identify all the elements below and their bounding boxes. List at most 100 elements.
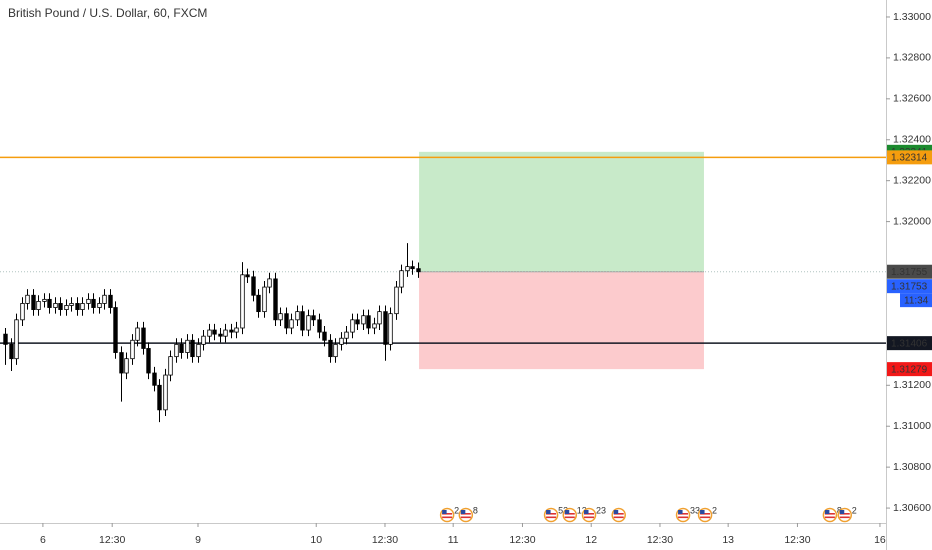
candle-body [108,294,113,308]
candle-body [157,384,162,411]
candle-body [212,329,217,335]
candle-body [300,311,305,331]
candle-body [64,305,69,310]
x-tick-label: 10 [310,534,322,546]
event-flag-stripe [584,513,595,515]
candle-body [405,266,410,272]
event-flag-stripe [700,516,711,519]
event-flag-stripe [613,513,624,515]
candle-body [383,311,388,345]
x-tick-label: 11 [448,534,459,546]
target-zone [419,151,704,272]
candle-body [141,327,146,349]
candle-body [399,270,404,288]
candle-body [163,374,168,411]
candle-body [130,339,135,360]
candle-body [75,303,80,310]
candle-body [80,303,85,310]
candle-body [344,331,349,339]
candle-body [25,294,30,304]
candle-body [377,311,382,325]
event-flag-stripe [584,516,595,519]
candle-body [124,358,129,374]
candle-body [179,343,184,353]
candle-body [339,337,344,345]
candle-body [306,315,311,331]
candle-body [273,278,278,321]
candle-body [9,343,14,360]
candle-body [218,333,223,337]
stop-price-label-box [887,362,932,377]
candle-body [3,333,8,345]
candle-body [328,339,333,358]
y-tick-label: 1.30600 [893,502,931,514]
candle-body [223,329,228,337]
candle-body [361,315,366,325]
y-tick-label: 1.32000 [893,215,931,227]
event-flag-stripe [546,516,557,519]
candle-body [322,331,327,341]
countdown-box [900,293,932,308]
event-count: 23 [596,505,606,515]
x-tick-label: 12:30 [647,534,673,546]
event-flag-stripe [564,513,575,515]
event-flag-canton [700,510,705,514]
x-tick-label: 12:30 [99,534,125,546]
candle-body [410,266,415,270]
candle-body [135,327,140,341]
event-flag-canton [442,510,447,514]
countdown: 11:34 [904,295,929,306]
event-flag-stripe [460,513,471,515]
x-tick-label: 9 [195,534,201,546]
event-count: 33 [690,505,700,515]
event-count: 53 [558,505,568,515]
y-tick-label: 1.32200 [893,174,931,186]
event-flag-stripe [613,516,624,519]
candle-body [333,343,338,358]
candle-body [355,319,360,325]
event-flag-canton [546,510,551,514]
candle-body [119,352,124,374]
candle-body [69,303,74,306]
chart-title: British Pound / U.S. Dollar, 60, FXCM [8,6,207,20]
x-tick-label: 12:30 [784,534,810,546]
event-flag-canton [460,510,466,514]
event-count: 12 [577,505,587,515]
x-tick-label: 16 [874,534,886,546]
x-tick-label: 13 [722,534,734,546]
last-price-label: 1.31755 [891,267,928,278]
x-tick-label: 12 [585,534,597,546]
x-tick-label: 6 [40,534,46,546]
candle-body [102,294,107,304]
line-price-label-box [887,336,932,351]
candle-body [31,294,36,310]
event-count: 2 [454,505,459,515]
event-flag-canton [824,510,830,514]
candle-body [278,313,283,321]
event-flag-stripe [442,513,453,515]
candle-body [168,356,173,376]
candle-body [97,303,102,308]
candle-body [146,348,151,374]
event-flag-canton [613,510,619,514]
candle-body [366,315,371,329]
event-flag-stripe [546,513,557,515]
line-price-label-box [887,150,932,165]
candle-body [251,276,256,296]
event-flag-stripe [564,516,575,519]
candle-body [234,327,239,333]
candle-body [47,298,52,308]
candle-body [190,339,195,358]
candle-body [350,319,355,333]
y-tick-label: 1.33000 [893,11,931,23]
candle-body [42,298,47,302]
candle-body [262,286,267,313]
candle-body [311,315,316,321]
stop-price-label: 1.31279 [891,364,928,375]
event-count: 2 [712,505,717,515]
event-flag-canton [839,510,845,514]
candle-body [36,301,41,310]
candle-body [207,329,212,337]
x-tick-label: 12:30 [372,534,398,546]
